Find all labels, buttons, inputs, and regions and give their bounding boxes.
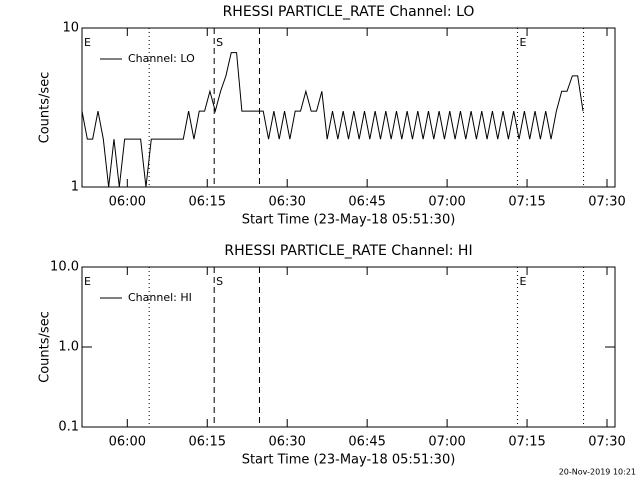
x-axis-label: Start Time (23-May-18 05:51:30) bbox=[242, 453, 456, 468]
y-tick-label: 1 bbox=[71, 180, 79, 195]
event-label: S bbox=[216, 275, 223, 288]
x-axis-label: Start Time (23-May-18 05:51:30) bbox=[242, 213, 456, 228]
y-axis-label: Counts/sec bbox=[38, 311, 53, 383]
y-tick-label: 0.1 bbox=[58, 420, 79, 435]
event-label: E bbox=[84, 36, 91, 49]
event-label: E bbox=[519, 36, 526, 49]
x-tick-label: 06:30 bbox=[268, 195, 305, 210]
x-tick-label: 07:30 bbox=[588, 435, 625, 450]
event-label: E bbox=[84, 275, 91, 288]
x-tick-label: 06:00 bbox=[109, 195, 146, 210]
legend-label: Channel: HI bbox=[128, 291, 192, 304]
x-tick-label: 06:15 bbox=[189, 195, 226, 210]
event-label: E bbox=[519, 275, 526, 288]
footer-date: 20-Nov-2019 10:21 bbox=[559, 468, 636, 477]
plot-frame bbox=[81, 27, 616, 188]
x-tick-label: 07:30 bbox=[588, 195, 625, 210]
x-tick-label: 06:45 bbox=[348, 195, 385, 210]
chart-title: RHESSI PARTICLE_RATE Channel: HI bbox=[224, 243, 472, 259]
x-tick-label: 07:15 bbox=[508, 435, 545, 450]
y-tick-label: 1.0 bbox=[58, 340, 79, 355]
x-tick-label: 06:15 bbox=[189, 435, 226, 450]
y-tick-label: 10.0 bbox=[50, 260, 79, 275]
event-label: S bbox=[216, 36, 223, 49]
x-tick-label: 07:15 bbox=[508, 195, 545, 210]
x-tick-label: 07:00 bbox=[428, 435, 465, 450]
y-tick-label: 10 bbox=[62, 21, 79, 36]
y-axis-label: Counts/sec bbox=[38, 72, 53, 144]
data-line bbox=[81, 52, 584, 188]
x-tick-label: 06:30 bbox=[268, 435, 305, 450]
x-tick-label: 07:00 bbox=[428, 195, 465, 210]
chart-title: RHESSI PARTICLE_RATE Channel: LO bbox=[223, 4, 475, 20]
x-tick-label: 06:45 bbox=[348, 435, 385, 450]
legend-label: Channel: LO bbox=[128, 52, 195, 65]
x-tick-label: 06:00 bbox=[109, 435, 146, 450]
